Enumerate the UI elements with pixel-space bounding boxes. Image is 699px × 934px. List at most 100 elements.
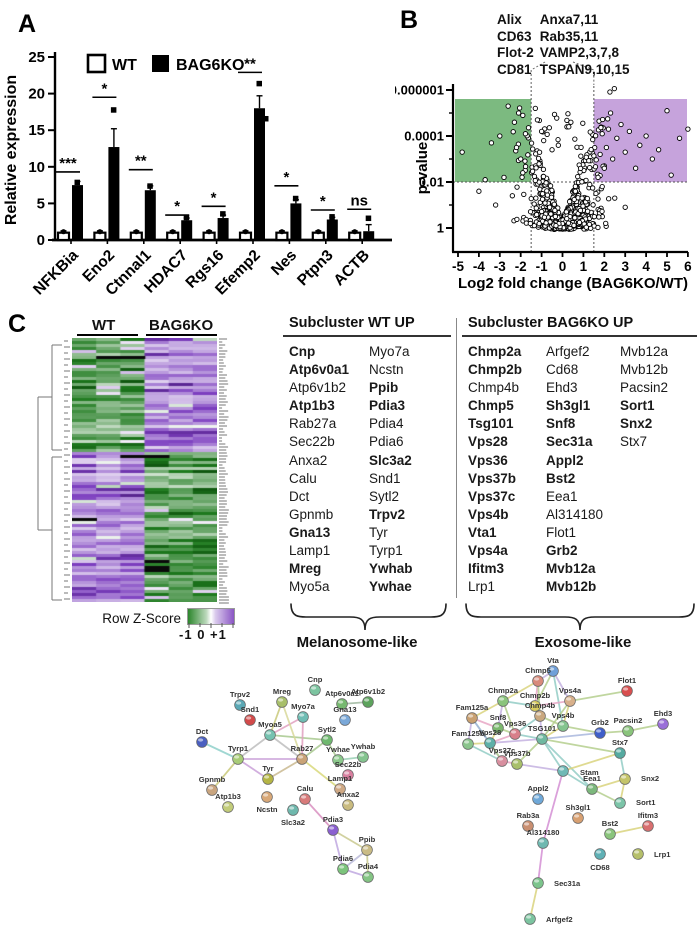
network-edge <box>541 732 601 740</box>
gene-item: Sort1 <box>620 398 655 414</box>
network-node <box>196 736 208 748</box>
network-node-label: Ywhae <box>326 745 350 754</box>
network-node <box>309 684 321 696</box>
x-tick-label: 1 <box>580 259 588 274</box>
gene-item: Cd68 <box>546 362 579 378</box>
network-node <box>509 728 521 740</box>
network-node <box>604 828 616 840</box>
network-node-label: Fam125b <box>452 729 485 738</box>
network-node <box>297 711 309 723</box>
wt-point <box>352 229 358 235</box>
header-rule <box>283 335 451 337</box>
annotation-text: CD81 <box>497 61 532 77</box>
volcano-annotation-right-column: Anxa7,11 Rab35,11 VAMP2,3,7,8 TSPAN9,10,… <box>540 12 630 78</box>
network-node-label: Rab27 <box>291 744 314 753</box>
zscore-legend-label: Row Z-Score <box>102 611 181 626</box>
gene-item: Appl2 <box>546 452 584 468</box>
network-node <box>614 797 626 809</box>
gene-item: Snd1 <box>369 470 401 486</box>
exosome-network: VtaChmp5Chmp2aChmp2bVps4aChmp4bFam125aSn… <box>452 656 672 925</box>
x-tick-label: 5 <box>663 259 671 274</box>
gene-item: Mreg <box>289 561 322 577</box>
wt-point <box>170 229 176 235</box>
network-node-label: Vps37b <box>503 749 530 758</box>
network-edge <box>529 882 539 920</box>
gene-item: Myo7a <box>369 344 410 359</box>
gene-item: Mvb12b <box>620 362 669 378</box>
x-category-label: ACTB <box>331 247 373 289</box>
network-node-label: CD68 <box>590 863 609 872</box>
network-nodes: VtaChmp5Chmp2aChmp2bVps4aChmp4bFam125aSn… <box>452 656 672 925</box>
network-edge <box>301 758 341 790</box>
brace <box>465 603 695 631</box>
gene-item: Chmp2a <box>468 344 522 359</box>
gene-item: Ifitm3 <box>468 561 505 577</box>
gene-item: Ncstn <box>369 362 404 378</box>
network-node <box>657 718 669 730</box>
network-edge <box>304 798 334 831</box>
gene-item: Arfgef2 <box>546 344 590 359</box>
bag6ko-point <box>329 214 335 220</box>
network-node <box>342 799 354 811</box>
annotation-connector-left <box>530 61 546 85</box>
network-edge <box>269 734 303 760</box>
network-node-label: Rab3a <box>517 811 541 820</box>
x-category-label: Ptpn3 <box>294 247 337 290</box>
network-node-label: Lrp1 <box>654 850 671 859</box>
subcluster-wt-up-title: Subcluster WT UP <box>289 315 415 331</box>
network-edge <box>237 758 269 780</box>
network-edge <box>502 700 516 735</box>
network-edge <box>627 723 664 732</box>
sig-text: * <box>174 198 180 215</box>
x-tick-label: -3 <box>494 259 506 274</box>
network-node <box>594 727 606 739</box>
network-node-label: Vps36 <box>504 719 526 728</box>
heatmap-row-labels <box>219 338 229 604</box>
melanosome-like-label: Melanosome-like <box>296 634 418 651</box>
bag6ko-point <box>74 179 80 186</box>
bag6ko-up-column-1: Chmp2a Chmp2b Chmp4b Chmp5 Tsg101 Vps28 Vps36 V… <box>468 343 522 596</box>
gene-item: Dct <box>289 488 310 504</box>
heatmap-group-bag6ko-label: BAG6KO <box>149 317 214 334</box>
network-node <box>622 725 634 737</box>
network-edge <box>502 680 539 702</box>
network-node-label: Snf8 <box>490 713 506 722</box>
network-node-label: Calu <box>297 784 314 793</box>
gene-item: Pacsin2 <box>620 380 669 396</box>
wt-point <box>206 229 212 235</box>
network-edge <box>541 738 621 754</box>
gene-item: Vps37b <box>468 470 517 486</box>
gene-item: Snx2 <box>620 416 653 432</box>
y-axis-label: p-value <box>414 142 431 195</box>
network-node-label: TSG101 <box>528 724 557 733</box>
gene-item: Atp6v0a1 <box>289 362 350 378</box>
network-node <box>362 696 374 708</box>
sig-text: * <box>211 189 217 206</box>
network-node-label: Myoa5 <box>258 720 282 729</box>
network-node-label: Vps4b <box>552 711 575 720</box>
network-node <box>536 733 548 745</box>
network-edge <box>301 716 304 760</box>
gene-item: Gna13 <box>289 524 331 540</box>
x-tick-label: 0 <box>559 259 567 274</box>
network-edge <box>552 670 564 727</box>
gene-item: Rab27a <box>289 416 337 432</box>
zscore-tick-labels: -1 0 +1 <box>179 627 227 642</box>
gene-item: Myo5a <box>289 579 330 595</box>
x-axis-label: Log2 fold change (BAG6KO/WT) <box>458 275 688 292</box>
network-node-label: Arfgef2 <box>546 915 573 924</box>
network-node <box>614 747 626 759</box>
network-node <box>532 793 544 805</box>
network-node <box>632 848 644 860</box>
bag6ko-point <box>365 215 372 222</box>
x-category-label: Nes <box>268 247 300 279</box>
sig-text: * <box>101 80 107 97</box>
network-node-label: Sh3gl1 <box>566 803 592 812</box>
bag6ko-point <box>110 107 117 113</box>
legend-wt-swatch <box>86 53 107 74</box>
sig-text: * <box>320 193 326 210</box>
network-node <box>262 773 274 785</box>
